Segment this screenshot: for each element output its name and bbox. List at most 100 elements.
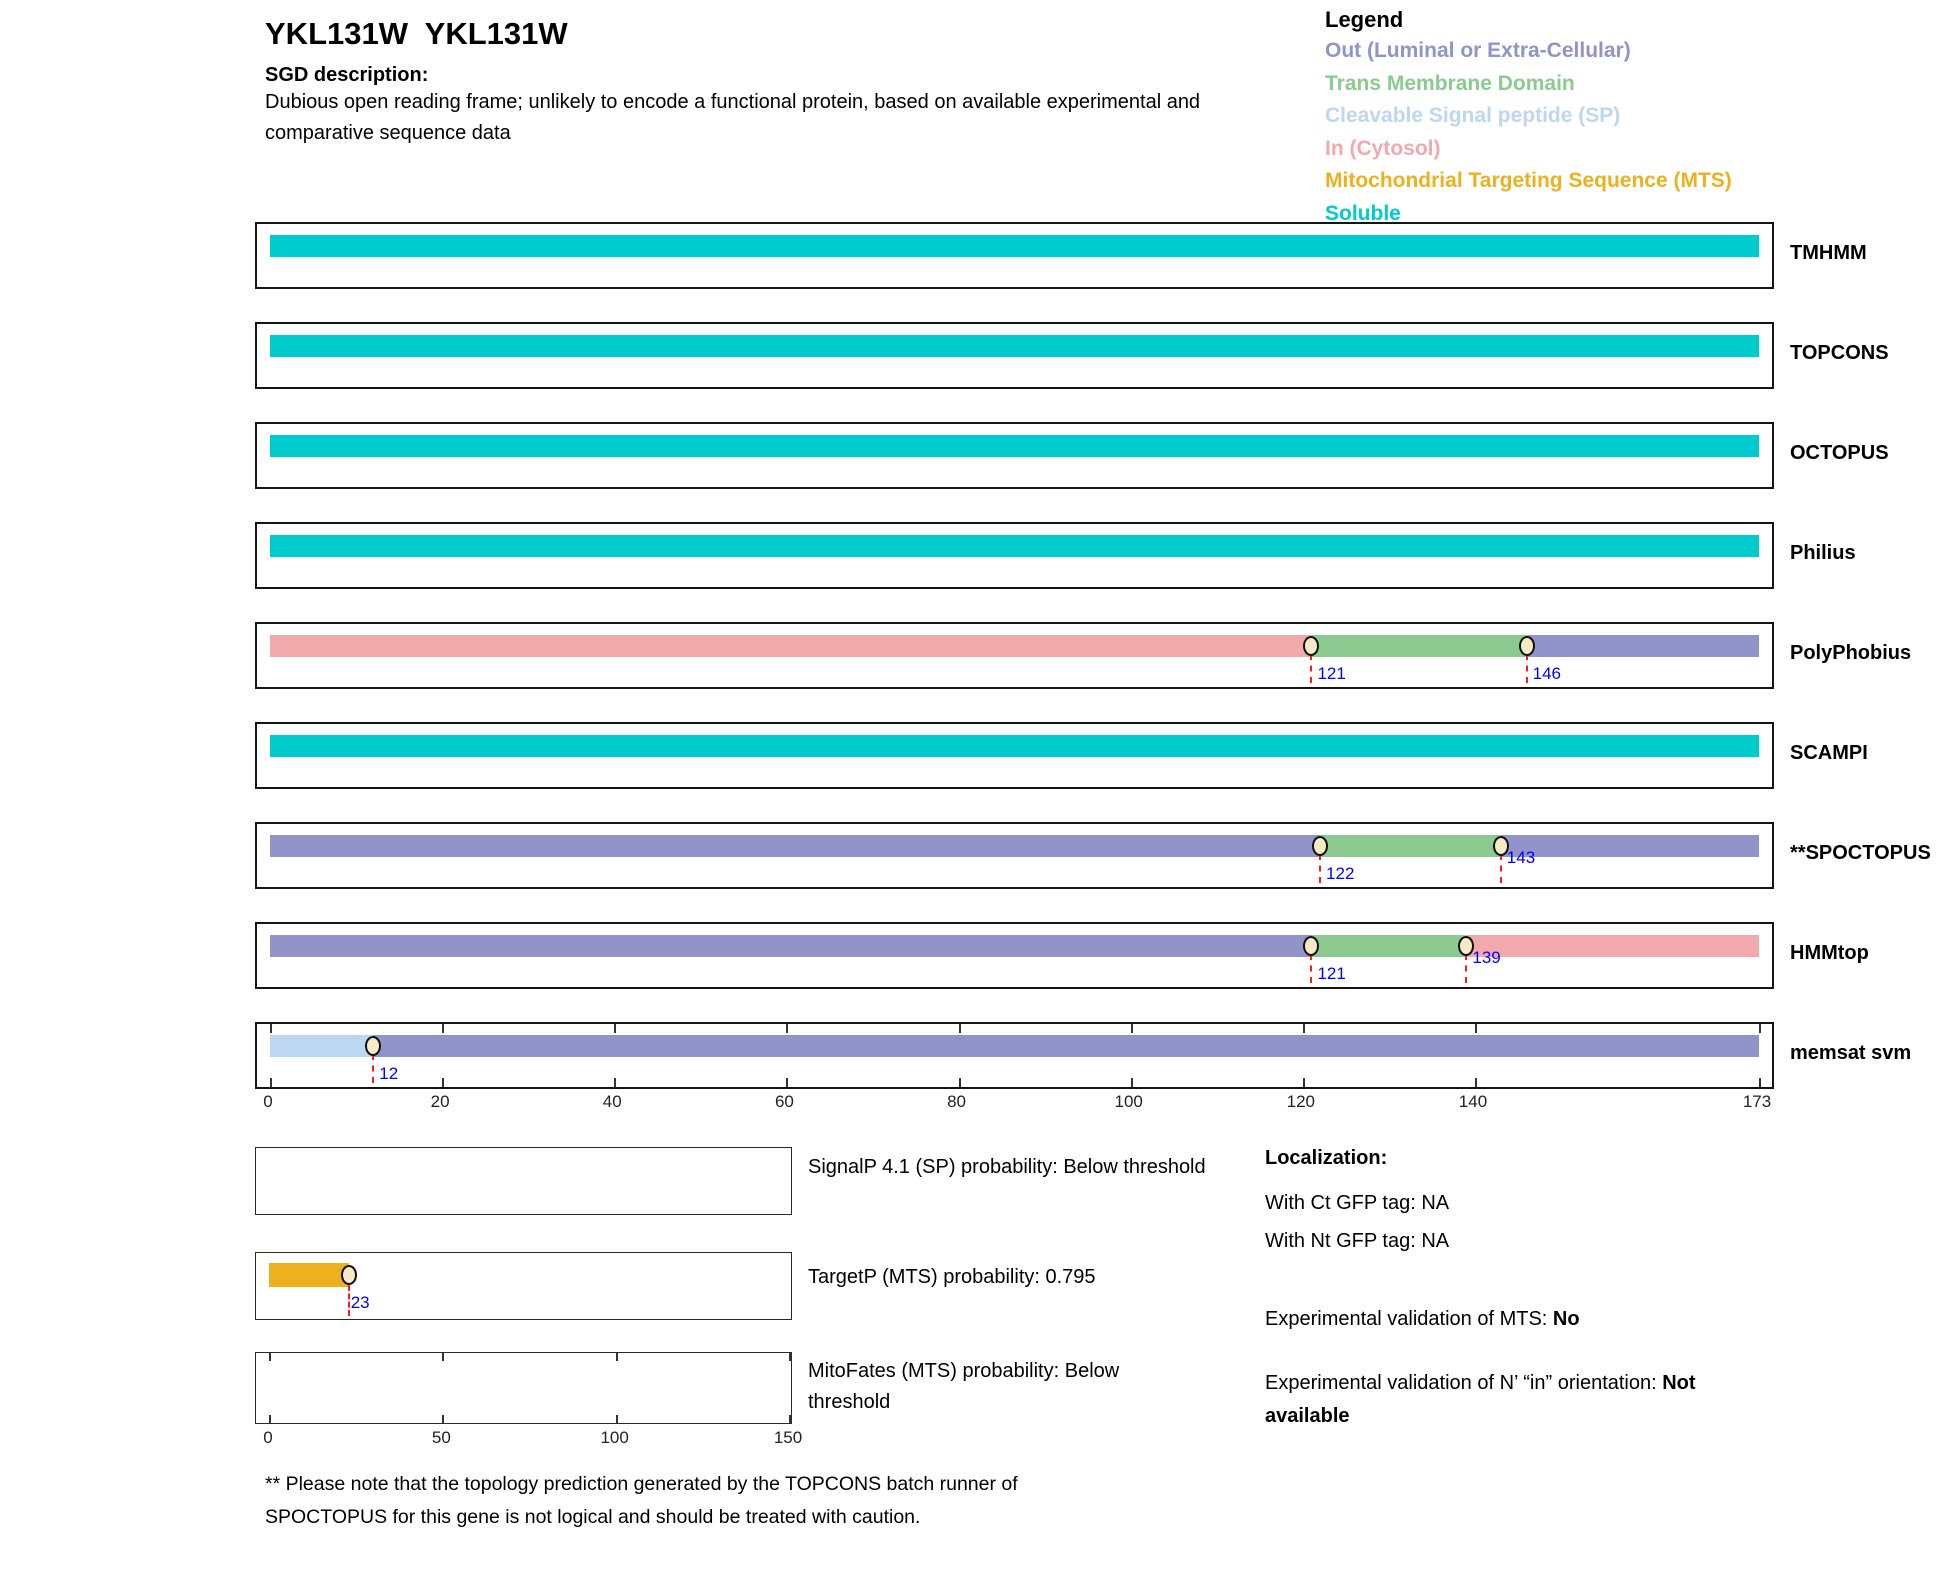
- axis-tick-label: 120: [1286, 1092, 1316, 1111]
- track-segment-in: [270, 635, 1312, 657]
- boundary-line: [372, 1054, 375, 1083]
- boundary-position-label: 23: [350, 1293, 370, 1312]
- boundary-position-label: 139: [1472, 948, 1501, 967]
- sgd-description-label: SGD description:: [265, 64, 429, 86]
- axis-tick: [442, 1024, 445, 1033]
- axis-tick: [958, 1024, 961, 1033]
- legend-title: Legend: [1325, 7, 1404, 32]
- track-segment-soluble: [270, 735, 1759, 757]
- boundary-position-label: 12: [379, 1064, 399, 1083]
- track-segment-in: [1466, 935, 1759, 957]
- axis-tick-label: 150: [773, 1428, 803, 1447]
- axis-tick: [442, 1415, 445, 1423]
- axis-tick-label: 0: [263, 1428, 273, 1447]
- axis-tick: [1130, 1024, 1133, 1033]
- mini-plot-box: [255, 1352, 792, 1424]
- axis-tick: [1302, 1024, 1305, 1033]
- track-label: SCAMPI: [1790, 742, 1868, 764]
- boundary-line: [347, 1285, 350, 1316]
- axis-tick: [789, 1353, 791, 1361]
- track-segment-tm: [1320, 835, 1501, 857]
- track-box: 12: [255, 1022, 1774, 1089]
- track-label: **SPOCTOPUS: [1790, 842, 1931, 864]
- localization-panel: Localization: With Ct GFP tag: NA With Nt…: [1265, 1147, 1845, 1433]
- track-segment-out: [270, 935, 1312, 957]
- axis-tick: [269, 1415, 271, 1423]
- sgd-description-line: Dubious open reading frame; unlikely to …: [265, 91, 1201, 113]
- track-segment-tm: [1311, 635, 1527, 657]
- axis-tick: [1759, 1024, 1761, 1033]
- boundary-position-label: 143: [1506, 848, 1536, 867]
- localization-orientation: Experimental validation of N’ “in” orien…: [1265, 1367, 1770, 1433]
- boundary-line: [1525, 654, 1528, 683]
- axis-tick-label: 60: [774, 1092, 794, 1111]
- track-label: PolyPhobius: [1790, 642, 1912, 664]
- boundary-line: [1319, 854, 1322, 883]
- mini-plot-box: [255, 1147, 792, 1215]
- axis-tick: [270, 1078, 272, 1087]
- boundary-line: [1310, 654, 1313, 683]
- legend-item-sp: Cleavable Signal peptide (SP): [1325, 104, 1621, 127]
- caption-line: SignalP 4.1 (SP) probability: Below thre…: [808, 1156, 1206, 1178]
- track-segment-soluble: [270, 535, 1759, 557]
- axis-tick-label: 50: [431, 1428, 451, 1447]
- mini-plot-caption: SignalP 4.1 (SP) probability: Below thre…: [808, 1152, 1206, 1183]
- axis-tick: [1759, 1078, 1761, 1087]
- axis-tick-label: 100: [600, 1428, 629, 1447]
- axis-tick: [614, 1078, 617, 1087]
- localization-mts-value: No: [1552, 1308, 1580, 1330]
- track-box: [255, 522, 1774, 589]
- legend-items: Out (Luminal or Extra-Cellular) Trans Mem…: [1325, 35, 1732, 230]
- axis-tick: [615, 1353, 618, 1361]
- axis-tick-label: 80: [947, 1092, 967, 1111]
- axis-tick-label: 20: [430, 1092, 450, 1111]
- track-label: TMHMM: [1790, 242, 1867, 264]
- axis-tick-label: 40: [602, 1092, 622, 1111]
- footnote-line: ** Please note that the topology predict…: [265, 1473, 1018, 1495]
- axis-tick-label: 173: [1742, 1092, 1772, 1111]
- localization-line: With Nt GFP tag: NA: [1265, 1230, 1450, 1252]
- track-box: 122 143: [255, 822, 1774, 889]
- page-title: YKL131W YKL131W: [265, 16, 568, 51]
- boundary-marker: [1312, 836, 1329, 856]
- track-segment-soluble: [270, 435, 1759, 457]
- axis-tick: [442, 1353, 445, 1361]
- track-label: OCTOPUS: [1790, 442, 1889, 464]
- boundary-line: [1465, 954, 1468, 983]
- track-segment-tm: [1311, 935, 1467, 957]
- localization-mts: Experimental validation of MTS: No: [1265, 1308, 1845, 1331]
- axis-tick: [789, 1415, 791, 1423]
- boundary-marker: [1518, 636, 1535, 656]
- sgd-description: Dubious open reading frame; unlikely to …: [265, 87, 1200, 149]
- legend-item-mts: Mitochondrial Targeting Sequence (MTS): [1325, 169, 1732, 192]
- track-segment-soluble: [270, 335, 1759, 357]
- track-label: HMMtop: [1790, 942, 1869, 964]
- axis-tick: [1130, 1078, 1133, 1087]
- axis-tick: [786, 1078, 789, 1087]
- boundary-marker: [1303, 636, 1320, 656]
- axis-tick-label: 140: [1458, 1092, 1488, 1111]
- localization-lines: With Ct GFP tag: NA With Nt GFP tag: NA: [1265, 1184, 1845, 1260]
- localization-orientation-value: Not available: [1265, 1372, 1696, 1427]
- boundary-position-label: 146: [1532, 664, 1561, 683]
- track-label: TOPCONS: [1790, 342, 1889, 364]
- track-box: 121 146: [255, 622, 1774, 689]
- axis-tick-label: 100: [1114, 1092, 1143, 1111]
- localization-title: Localization:: [1265, 1147, 1388, 1169]
- axis-tick: [615, 1415, 618, 1423]
- localization-line: With Ct GFP tag: NA: [1265, 1192, 1450, 1214]
- boundary-marker: [1303, 936, 1320, 956]
- caption-line: threshold: [808, 1391, 891, 1413]
- track-segment-out: [270, 835, 1321, 857]
- sgd-description-line: comparative sequence data: [265, 122, 511, 144]
- mini-plot-caption: TargetP (MTS) probability: 0.795: [808, 1262, 1096, 1293]
- axis-tick: [270, 1024, 272, 1033]
- track-label: Philius: [1790, 542, 1856, 564]
- track-box: [255, 222, 1774, 289]
- legend-item-soluble: Soluble: [1325, 201, 1401, 225]
- legend: Legend Out (Luminal or Extra-Cellular) Tr…: [1325, 5, 1732, 230]
- boundary-position-label: 121: [1317, 664, 1346, 683]
- boundary-line: [1310, 954, 1313, 983]
- axis-tick: [269, 1353, 271, 1361]
